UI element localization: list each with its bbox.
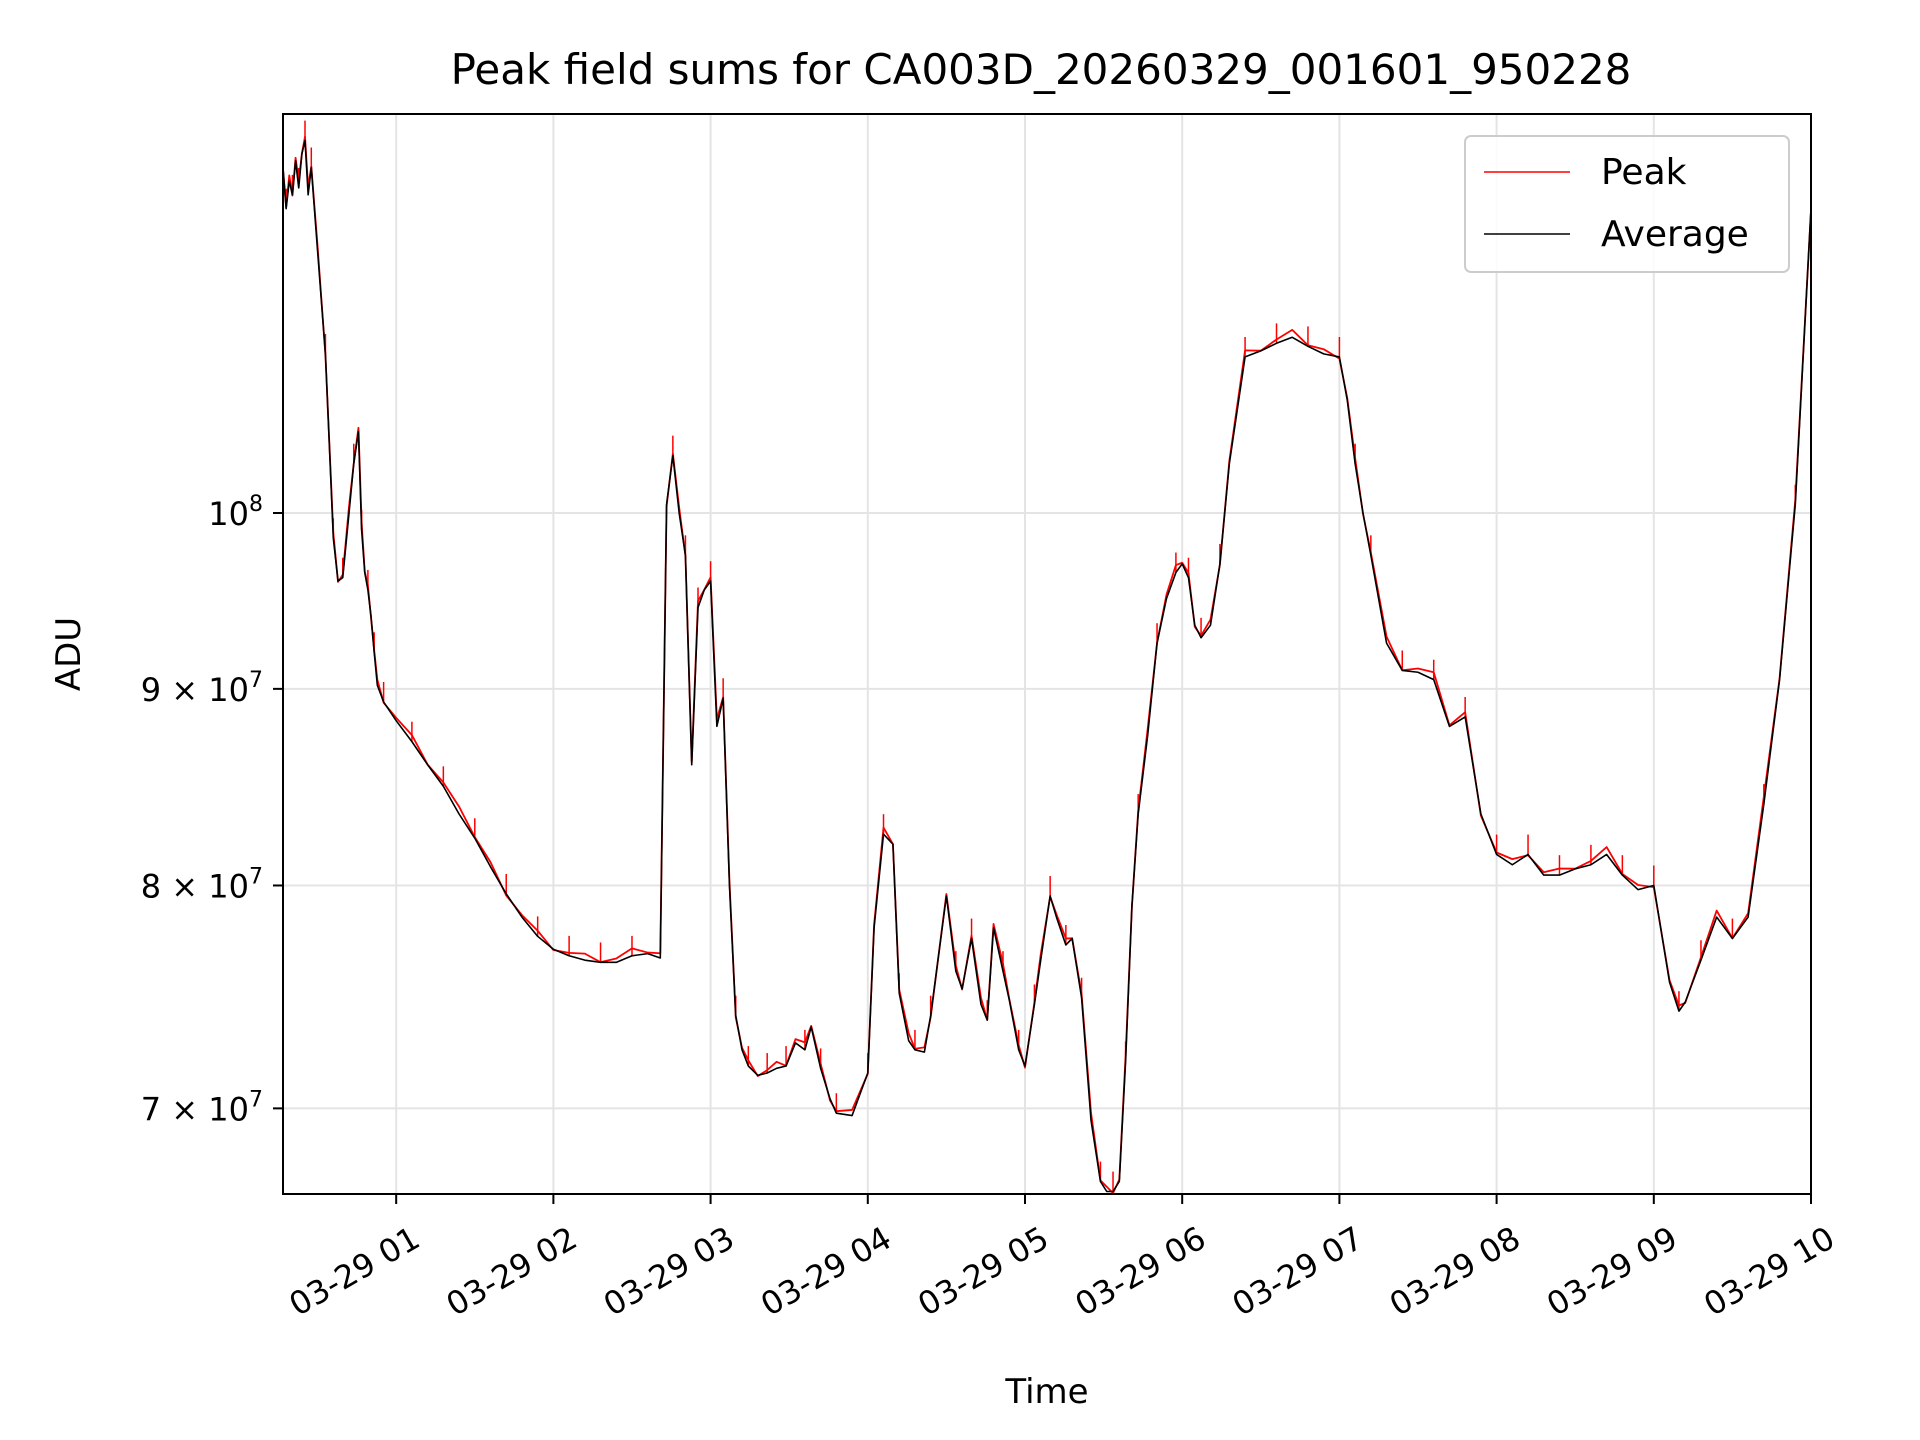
plot-frame — [282, 113, 1812, 1195]
y-tick-label: 108 — [208, 492, 263, 533]
legend-peak-label: Peak — [1601, 152, 1687, 193]
x-axis-label: Time — [1004, 1372, 1088, 1412]
series-average-line — [283, 139, 1811, 1193]
y-tick-label: 9 × 107 — [141, 668, 263, 709]
y-axis-label: ADU — [49, 617, 89, 691]
y-tick-label: 7 × 107 — [141, 1087, 263, 1128]
chart-title: Peak field sums for CA003D_20260329_0016… — [451, 45, 1632, 94]
legend: Peak Average — [1464, 135, 1790, 273]
series-layer — [283, 120, 1811, 1194]
y-tick-label: 8 × 107 — [141, 864, 263, 905]
y-axis-ticks: 7 × 107 8 × 107 9 × 107 108 — [141, 492, 283, 1128]
legend-box — [1464, 135, 1790, 273]
legend-average-label: Average — [1601, 214, 1749, 255]
